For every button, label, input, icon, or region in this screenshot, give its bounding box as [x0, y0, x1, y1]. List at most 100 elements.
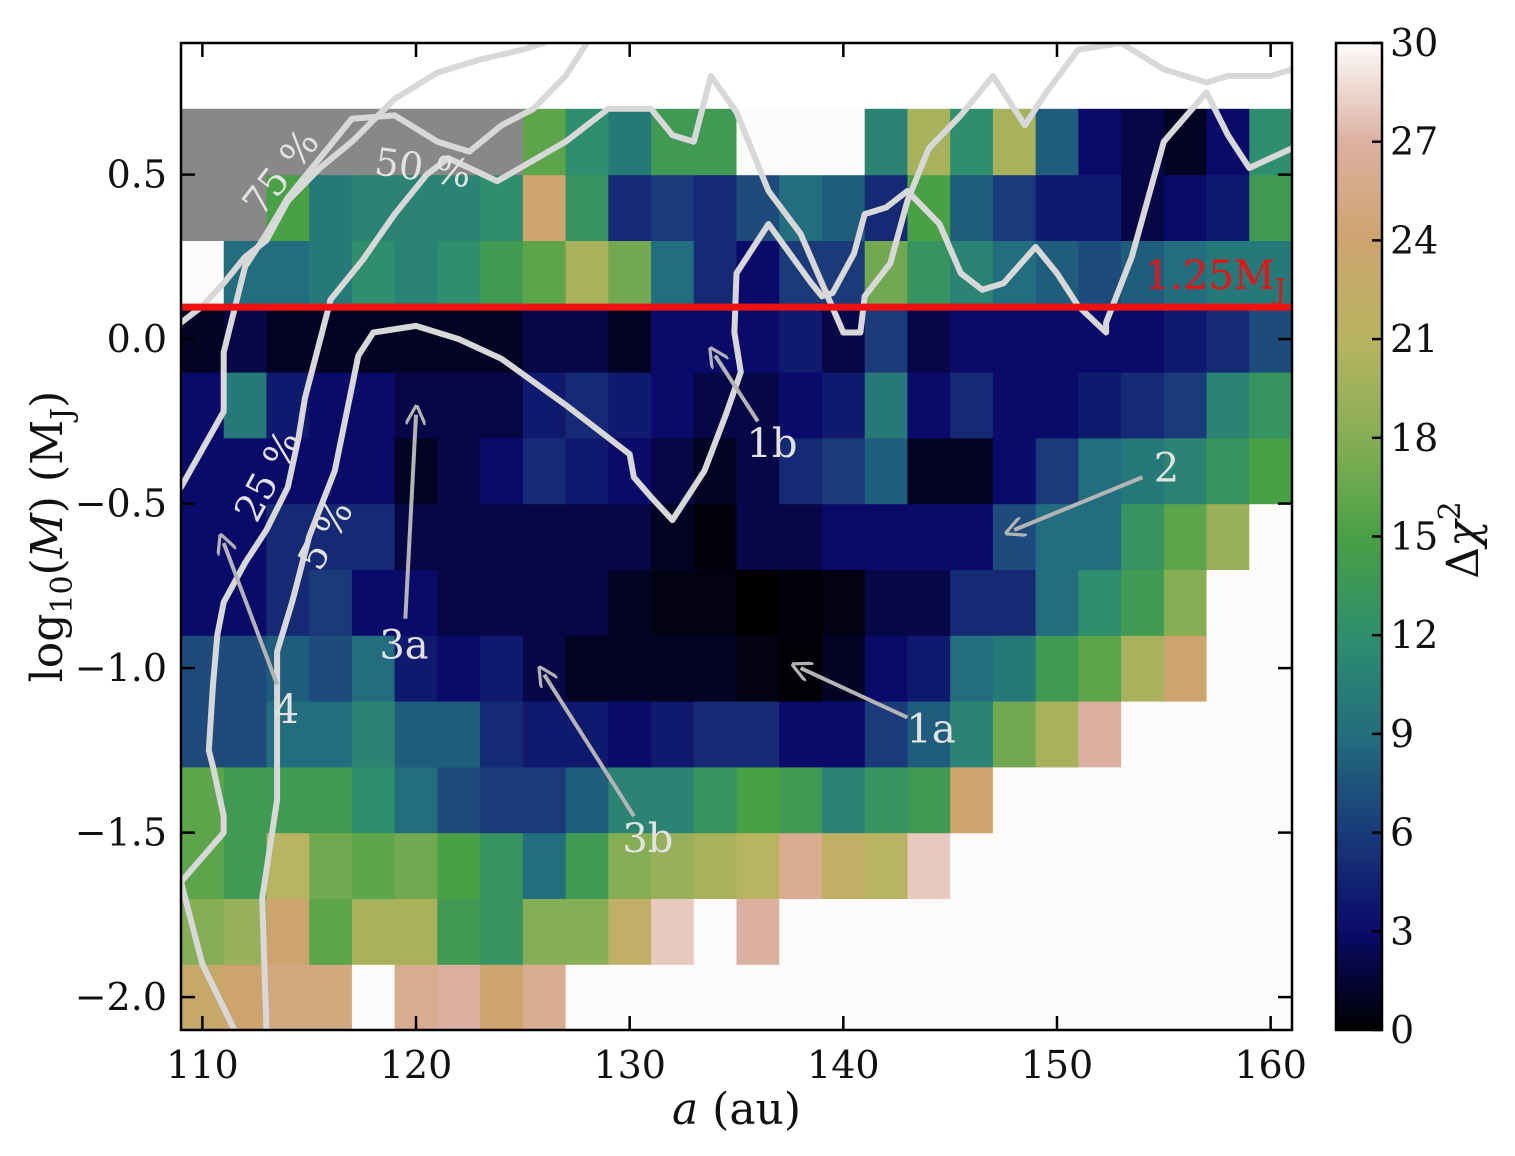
heatmap-cell [266, 832, 310, 899]
heatmap-cell [394, 635, 438, 702]
heatmap-cell [907, 898, 951, 965]
colorbar-segment [1336, 970, 1382, 979]
heatmap-cell [437, 174, 481, 241]
heatmap-cell [821, 437, 866, 505]
colorbar-segment [1336, 582, 1382, 590]
heatmap-cell [950, 832, 994, 899]
plot-axes: 110 120 130 140 150 160 −2.0 −1.5 −1.0 −0.5 0.0 0.5 [75, 41, 1307, 1087]
colorbar-segment [1336, 246, 1382, 255]
heatmap-cell [779, 372, 823, 439]
colorbar-segment [1336, 661, 1382, 669]
heatmap-cell [992, 964, 1037, 1030]
colorbar-segment [1336, 556, 1382, 564]
heatmap-cell [693, 898, 738, 965]
heatmap-cell [480, 635, 524, 702]
heatmap-cell [864, 701, 909, 768]
heatmap-cell [693, 832, 738, 899]
colorbar-segment [1336, 720, 1382, 729]
heatmap-cell [480, 174, 524, 241]
heatmap-cell [864, 635, 909, 702]
annotation-arrow [715, 356, 760, 423]
heatmap-cell [1206, 964, 1250, 1030]
y-axis-title: log10(M) (MJ) [22, 391, 80, 683]
heatmap-cell [608, 569, 652, 636]
heatmap-cell [1078, 832, 1122, 899]
heatmap-cell [1078, 372, 1122, 439]
heatmap-cell [1121, 898, 1165, 965]
heatmap-cell [351, 569, 396, 636]
heatmap-cell [864, 437, 909, 505]
colorbar-segment [1336, 227, 1382, 235]
heatmap-cell [992, 306, 1037, 373]
y-tick-label: −0.5 [75, 482, 167, 526]
colorbar-segment [1336, 135, 1382, 143]
colorbar-segment [1336, 937, 1382, 946]
heatmap-cell [736, 701, 780, 768]
colorbar-segment [1336, 983, 1382, 992]
heatmap-cell [223, 832, 268, 899]
heatmap-cell [522, 372, 567, 439]
heatmap-cell [608, 372, 652, 439]
colorbar-segment [1336, 220, 1382, 228]
colorbar-segment [1336, 523, 1382, 531]
heatmap-cell [266, 108, 310, 176]
colorbar-segment [1336, 352, 1382, 360]
heatmap-cell [779, 108, 823, 176]
heatmap-cell [608, 174, 652, 241]
heatmap-cell [565, 240, 609, 307]
colorbar-segment [1336, 595, 1382, 603]
heatmap-cell [864, 832, 909, 899]
colorbar-segment [1336, 924, 1382, 932]
colorbar-segment [1336, 615, 1382, 623]
colorbar-segment [1336, 681, 1382, 689]
heatmap-cell [1121, 701, 1165, 768]
heatmap-cell [181, 701, 225, 768]
colorbar-segment [1336, 516, 1382, 525]
colorbar-tick-label: 3 [1390, 909, 1414, 953]
colorbar-segment [1336, 49, 1382, 57]
colorbar-segment [1336, 997, 1382, 1005]
y-tick-label: 0.5 [107, 153, 167, 197]
heatmap-cell [864, 108, 909, 176]
heatmap-cell [651, 240, 695, 307]
heatmap-cell [181, 372, 225, 439]
colorbar-segment [1336, 273, 1382, 281]
heatmap-cell [821, 766, 866, 834]
y-tick-label: −1.0 [75, 646, 167, 690]
heatmap-cell [480, 569, 524, 636]
heatmap-cell [1078, 964, 1122, 1030]
heatmap-cell [1035, 372, 1079, 439]
heatmap-cell [223, 108, 268, 176]
heatmap-cell [821, 503, 866, 570]
colorbar-segment [1336, 701, 1382, 709]
heatmap-cell [651, 503, 695, 570]
colorbar-segment [1336, 740, 1382, 748]
colorbar-segment [1336, 233, 1382, 242]
colorbar-segment [1336, 121, 1382, 130]
colorbar-segment [1336, 385, 1382, 393]
heatmap-cell [522, 898, 567, 965]
colorbar-segment [1336, 773, 1382, 781]
heatmap-cell [608, 898, 652, 965]
heatmap-cell [693, 766, 738, 834]
heatmap-cell [1121, 766, 1165, 834]
colorbar-segment [1336, 793, 1382, 801]
contour-line [181, 43, 548, 326]
y-axis-title-sub: 10 [45, 575, 80, 613]
heatmap-cell [1078, 503, 1122, 570]
colorbar-segment [1336, 358, 1382, 367]
heatmap-cell [351, 372, 396, 439]
heatmap-cell [992, 569, 1037, 636]
heatmap-cell [437, 569, 481, 636]
heatmap-cell [821, 701, 866, 768]
colorbar-segment [1336, 391, 1382, 400]
colorbar-segment [1336, 345, 1382, 353]
heatmap-cell [351, 240, 396, 307]
heatmap-cell [651, 766, 695, 834]
colorbar-segment [1336, 760, 1382, 768]
reference-line-group: 1.25MJ [181, 253, 1292, 311]
colorbar-segment [1336, 826, 1382, 834]
colorbar-segment [1336, 845, 1382, 854]
heatmap-cell [651, 832, 695, 899]
